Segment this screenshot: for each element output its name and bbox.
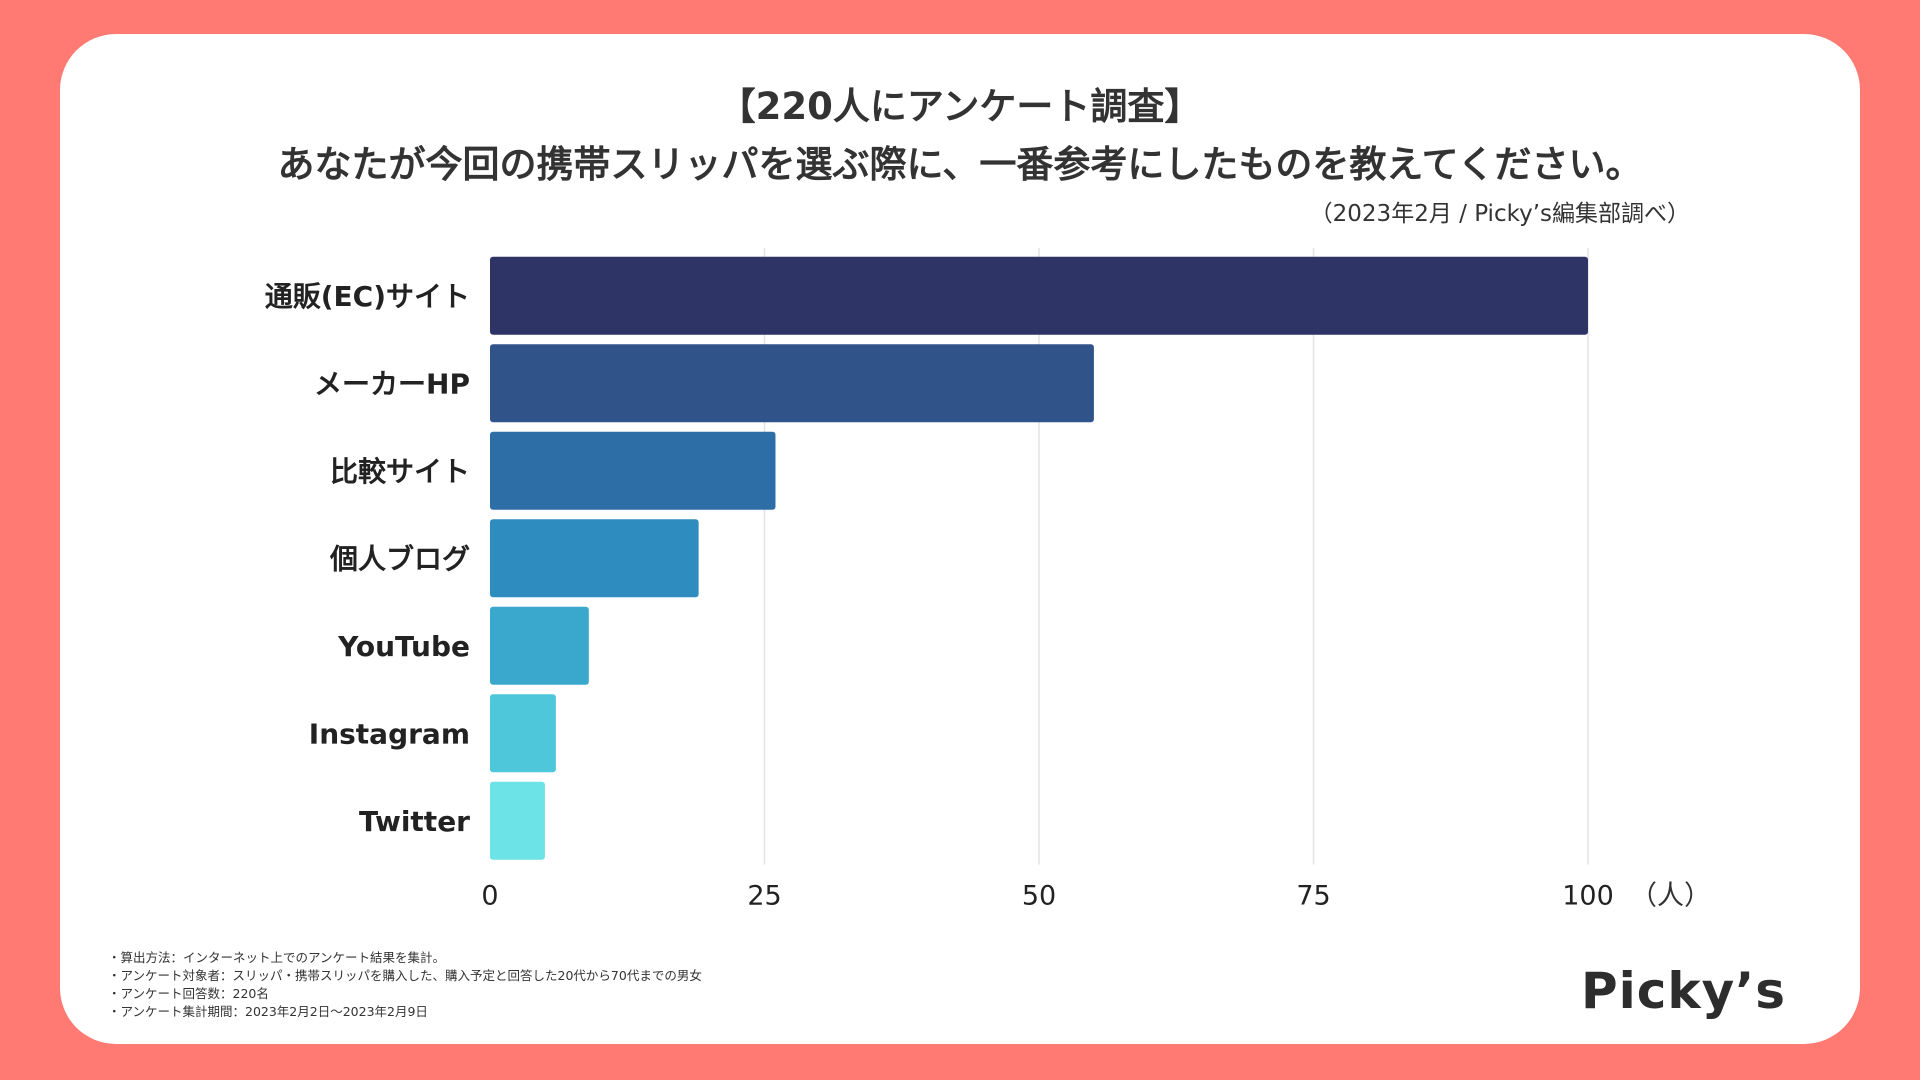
chart-title: 【220人にアンケート調査】 bbox=[718, 85, 1202, 128]
category-label: Instagram bbox=[309, 717, 470, 750]
chart-card: 【220人にアンケート調査】 あなたが今回の携帯スリッパを選ぶ際に、一番参考にし… bbox=[60, 34, 1860, 1044]
note-method: ・算出方法：インターネット上でのアンケート結果を集計。 bbox=[108, 950, 446, 965]
category-label: 個人ブログ bbox=[329, 542, 470, 575]
x-unit-label: （人） bbox=[1630, 881, 1711, 912]
note-target: ・アンケート対象者：スリッパ・携帯スリッパを購入した、購入予定と回答した20代か… bbox=[108, 968, 702, 983]
category-label: 比較サイト bbox=[330, 455, 470, 488]
x-axis-ticks: 0 25 50 75 100 （人） bbox=[481, 881, 1711, 912]
category-label: YouTube bbox=[337, 630, 470, 663]
bar-0 bbox=[490, 256, 1588, 335]
chart-subtitle: あなたが今回の携帯スリッパを選ぶ際に、一番参考にしたものを教えてください。 bbox=[277, 143, 1643, 186]
note-period: ・アンケート集計期間：2023年2月2日〜2023年2月9日 bbox=[108, 1004, 428, 1019]
x-tick-label: 50 bbox=[1022, 881, 1056, 912]
bar-1 bbox=[490, 344, 1094, 423]
x-tick-label: 75 bbox=[1296, 881, 1330, 912]
x-tick-label: 0 bbox=[481, 881, 498, 912]
methodology-notes: ・算出方法：インターネット上でのアンケート結果を集計。 ・アンケート対象者：スリ… bbox=[108, 949, 702, 1021]
bar-6 bbox=[490, 781, 545, 860]
x-tick-label: 25 bbox=[747, 881, 781, 912]
category-label: メーカーHP bbox=[314, 367, 470, 400]
bars bbox=[490, 256, 1588, 860]
picky-s-logo: Picky’s bbox=[1580, 962, 1786, 1020]
bar-4 bbox=[490, 606, 589, 685]
category-label: Twitter bbox=[359, 805, 470, 838]
gridlines bbox=[763, 248, 1589, 865]
source-note: （2023年2月 / Picky’s編集部調べ） bbox=[1309, 201, 1690, 227]
note-count: ・アンケート回答数：220名 bbox=[108, 986, 269, 1001]
x-tick-label: 100 bbox=[1562, 881, 1614, 912]
bar-3 bbox=[490, 519, 699, 598]
bar-2 bbox=[490, 431, 776, 510]
category-label: 通販(EC)サイト bbox=[265, 280, 470, 313]
bar-5 bbox=[490, 694, 556, 773]
